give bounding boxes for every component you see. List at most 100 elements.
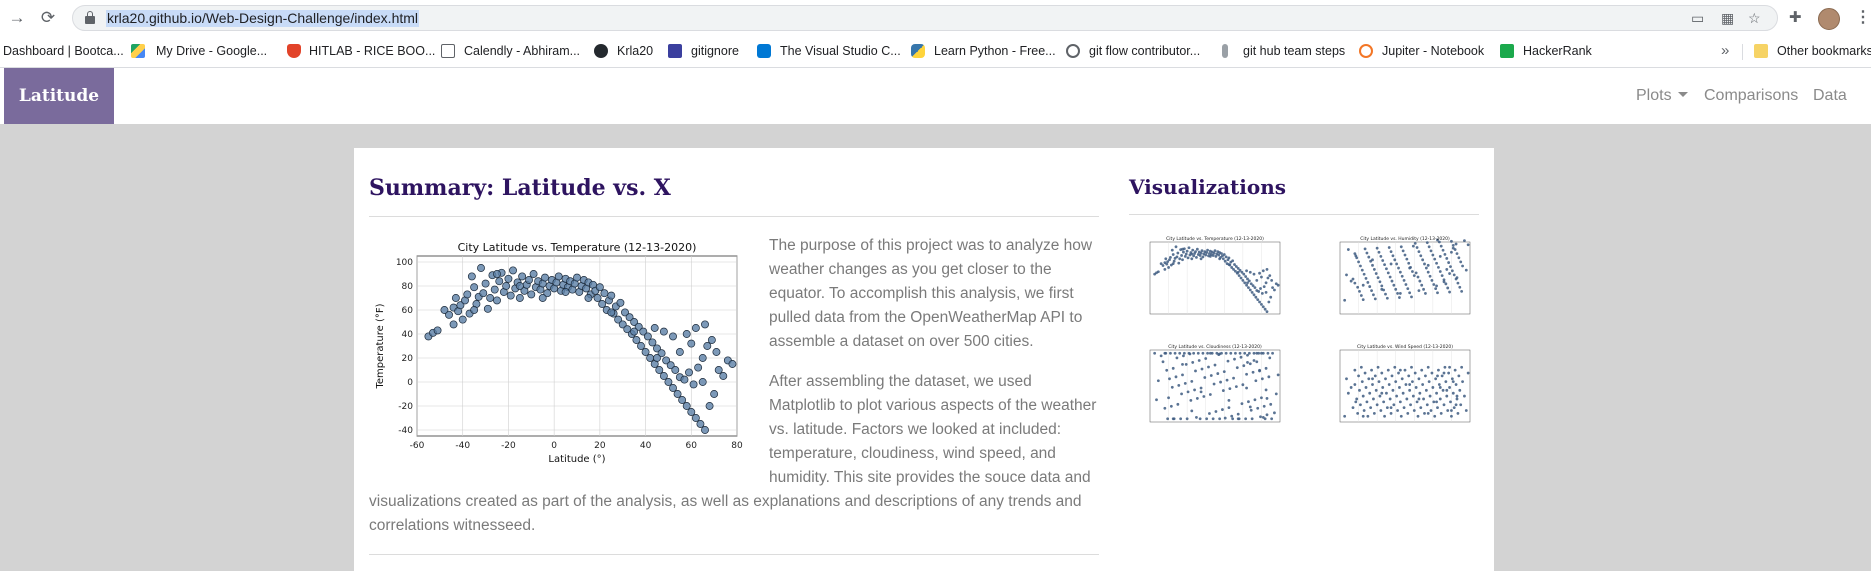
- thumb-point: [1438, 255, 1442, 258]
- data-point: [650, 324, 659, 332]
- bookmark-item[interactable]: HackerRank: [1523, 44, 1592, 58]
- bookmark-star-icon[interactable]: ☆: [1748, 10, 1761, 26]
- thumb-point: [1401, 249, 1405, 253]
- thumb-point: [1457, 256, 1461, 260]
- thumb-point: [1391, 388, 1395, 392]
- bookmark-item[interactable]: The Visual Studio C...: [780, 44, 901, 58]
- thumb-point: [1234, 385, 1238, 389]
- thumb-point: [1248, 270, 1252, 274]
- thumbnail-temperature[interactable]: City Latitude vs. Temperature (12-13-202…: [1136, 234, 1286, 326]
- thumbnail-wind-speed[interactable]: City Latitude vs. Wind Speed (12-13-2020…: [1326, 342, 1476, 434]
- thumb-point: [1366, 414, 1370, 418]
- bookmark-item[interactable]: Learn Python - Free...: [934, 44, 1056, 58]
- thumb-point: [1167, 266, 1170, 269]
- y-tick-label: 20: [402, 354, 414, 364]
- thumb-point: [1256, 298, 1260, 301]
- thumbnail-humidity[interactable]: City Latitude vs. Humidity (12-13-2020): [1326, 234, 1476, 326]
- bookmark-item[interactable]: Calendly - Abhiram...: [464, 44, 581, 58]
- bookmark-item[interactable]: Krla20: [617, 44, 654, 58]
- thumb-point: [1459, 403, 1463, 407]
- thumb-point: [1418, 279, 1422, 283]
- data-point: [616, 298, 625, 307]
- browser-menu-icon[interactable]: ⋮: [1855, 9, 1871, 26]
- thumb-point: [1449, 400, 1452, 404]
- thumb-point: [1426, 365, 1430, 369]
- bookmark-item[interactable]: gitignore: [691, 44, 739, 58]
- thumb-point: [1361, 414, 1365, 418]
- thumb-point: [1252, 359, 1256, 362]
- thumb-point: [1233, 357, 1236, 361]
- qr-code-icon[interactable]: ▦: [1721, 10, 1735, 26]
- bookmark-item[interactable]: Jupiter - Notebook: [1382, 44, 1485, 58]
- data-point: [680, 375, 689, 384]
- data-point: [458, 315, 467, 324]
- thumb-point: [1176, 402, 1180, 406]
- thumb-point: [1253, 398, 1257, 402]
- bookmark-item[interactable]: git flow contributor...: [1089, 44, 1201, 58]
- data-point: [712, 348, 721, 356]
- bookmark-item[interactable]: My Drive - Google...: [156, 44, 268, 58]
- brand-logo[interactable]: Latitude: [4, 68, 114, 124]
- back-icon[interactable]: →: [8, 8, 26, 27]
- thumb-point: [1213, 249, 1217, 253]
- thumb-point: [1241, 279, 1245, 282]
- thumb-point: [1446, 409, 1450, 412]
- thumb-point: [1267, 300, 1271, 304]
- thumb-point: [1356, 285, 1360, 289]
- caret-down-icon: [1677, 92, 1688, 98]
- other-bookmarks[interactable]: Other bookmarks: [1777, 44, 1871, 58]
- thumb-point: [1428, 274, 1432, 278]
- more-bookmarks-icon[interactable]: »: [1721, 42, 1730, 59]
- reload-icon[interactable]: ⟳: [40, 8, 56, 27]
- thumb-point: [1220, 252, 1223, 255]
- thumb-point: [1422, 397, 1425, 401]
- thumb-point: [1178, 351, 1182, 355]
- thumb-point: [1390, 279, 1394, 283]
- thumb-point: [1368, 285, 1372, 288]
- thumb-point: [1452, 273, 1456, 277]
- data-point: [632, 336, 641, 344]
- thumb-point: [1257, 290, 1261, 293]
- bookmark-item[interactable]: HITLAB - RICE BOO...: [309, 44, 436, 58]
- thumb-point: [1224, 255, 1228, 259]
- thumb-point: [1441, 248, 1445, 252]
- thumb-point: [1351, 277, 1355, 281]
- thumb-point: [1454, 242, 1458, 246]
- thumb-point: [1423, 262, 1426, 266]
- x-tick-label: 80: [731, 441, 743, 451]
- thumb-point: [1357, 374, 1360, 378]
- bookmark-item[interactable]: Dashboard | Bootca...: [3, 44, 124, 58]
- thumb-point: [1224, 351, 1228, 355]
- thumb-point: [1457, 374, 1461, 378]
- thumb-point: [1458, 388, 1462, 392]
- nav-data[interactable]: Data: [1813, 87, 1847, 104]
- address-bar[interactable]: krla20.github.io/Web-Design-Challenge/in…: [72, 5, 1778, 31]
- extensions-icon[interactable]: ✚: [1789, 9, 1802, 26]
- thumb-point: [1366, 281, 1370, 284]
- data-point: [671, 366, 680, 374]
- y-tick-label: 0: [407, 378, 413, 388]
- bookmark-item[interactable]: git hub team steps: [1243, 44, 1346, 58]
- thumb-point: [1364, 386, 1368, 389]
- nav-plots-dropdown[interactable]: Plots: [1636, 86, 1688, 106]
- hackerrank-icon: [1500, 44, 1514, 58]
- thumbnail-cloudiness[interactable]: City Latitude vs. Cloudiness (12-13-2020…: [1136, 342, 1286, 434]
- thumb-point: [1163, 267, 1167, 271]
- thumb-point: [1373, 374, 1377, 378]
- thumb-point: [1375, 246, 1379, 250]
- url-text[interactable]: krla20.github.io/Web-Design-Challenge/in…: [106, 10, 420, 27]
- latitude-temperature-chart[interactable]: -60 -40 -20 0 20 40 60 80 -40 -20 0 20 40 60 80 100 City…: [369, 238, 759, 488]
- cast-icon[interactable]: ▭: [1691, 10, 1705, 26]
- nav-comparisons[interactable]: Comparisons: [1704, 87, 1799, 104]
- profile-avatar[interactable]: [1818, 8, 1840, 30]
- thumb-point: [1387, 246, 1391, 249]
- data-point: [598, 300, 607, 308]
- thumb-point: [1443, 365, 1447, 369]
- thumb-point: [1404, 283, 1408, 286]
- data-point: [696, 420, 705, 428]
- thumb-point: [1437, 240, 1441, 244]
- data-point: [509, 266, 517, 275]
- thumb-point: [1464, 268, 1468, 272]
- thumb-point: [1409, 403, 1412, 407]
- thumb-point: [1231, 417, 1235, 421]
